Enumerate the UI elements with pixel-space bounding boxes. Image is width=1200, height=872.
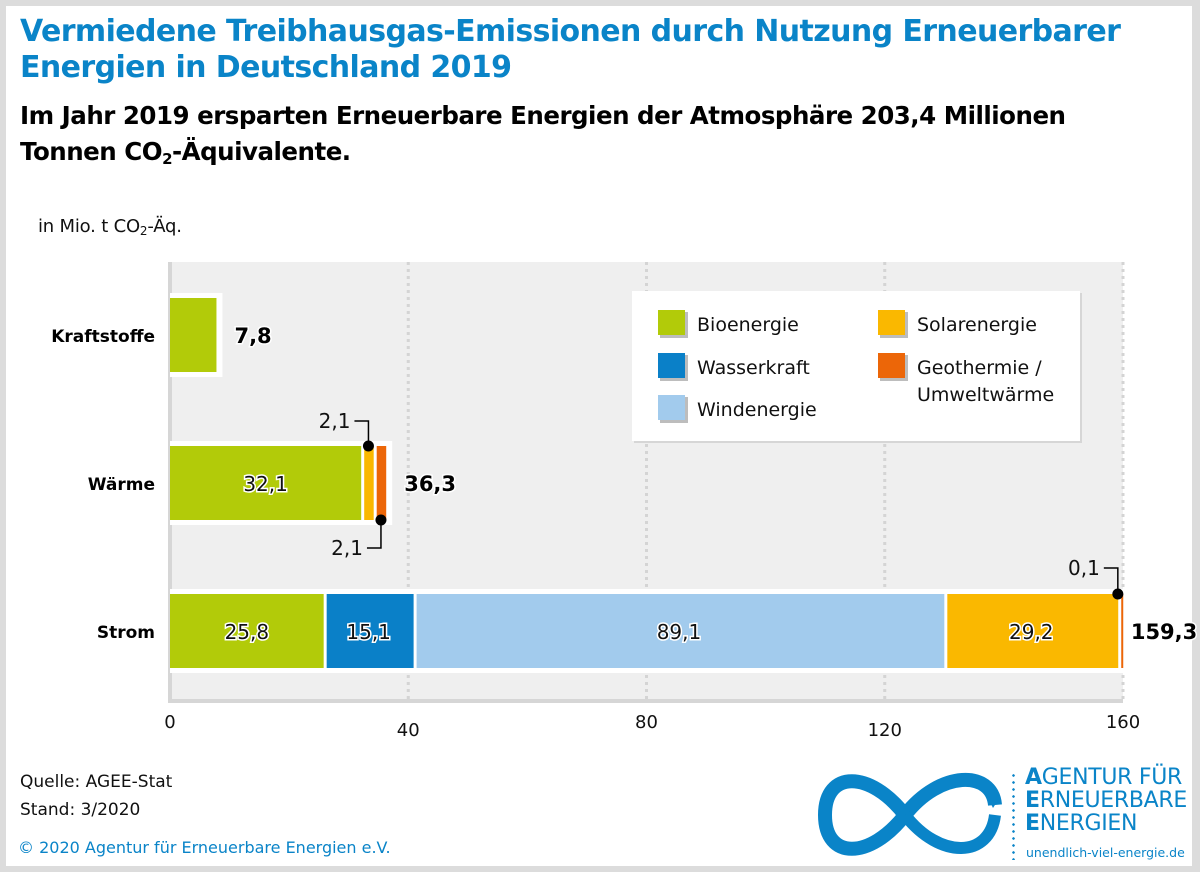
subtitle-subscript: 2 (162, 150, 173, 168)
logo-wordmark: AGENTUR FÜR ERNEUERBARE ENERGIEN (1025, 766, 1187, 835)
source-label: Quelle: AGEE-Stat (20, 772, 173, 792)
logo-text: GENTUR FÜR (1041, 765, 1183, 790)
copyright-label: © 2020 Agentur für Erneuerbare Energien … (18, 838, 391, 857)
x-axis-line (168, 699, 1123, 703)
callout-value-label: 2,1 (331, 536, 363, 560)
category-label: Kraftstoffe (51, 327, 155, 347)
chart-subtitle: Im Jahr 2019 ersparten Erneuerbare Energ… (20, 98, 1190, 177)
logo-text: RNEUERBARE (1039, 788, 1188, 813)
logo-initial: E (1025, 811, 1040, 836)
logo-url: unendlich-viel-energie.de (1026, 845, 1185, 860)
bar-segment-bioenergie (170, 446, 362, 520)
small-value-callout: 0,1 (1068, 556, 1124, 600)
legend-swatch (878, 353, 905, 378)
subtitle-line-2: Tonnen CO2-Äquivalente. (20, 134, 1190, 177)
legend-swatch (878, 310, 905, 335)
subtitle-text-end: -Äquivalente. (172, 137, 351, 166)
subtitle-text: Tonnen CO (20, 137, 163, 166)
legend: Bioenergie Wasserkraft Windenergie Solarene… (632, 291, 1082, 443)
logo-text: NERGIEN (1039, 811, 1138, 836)
unit-label: in Mio. t CO2-Äq. (38, 216, 182, 238)
segment-value-label: 15,1 (346, 620, 391, 644)
segment-value-label: 25,8 (225, 620, 270, 644)
bar-segment-windenergie (416, 594, 945, 668)
logo-line-2: ERNEUERBARE (1025, 789, 1187, 812)
title-line-2: Energien in Deutschland 2019 (20, 50, 512, 85)
leader-dot (362, 440, 374, 452)
logo-line-3: ENERGIEN (1025, 812, 1187, 835)
bar-segment-wasserkraft (326, 594, 414, 668)
bar-segment-geothermie-umweltw-rme (376, 446, 387, 520)
x-tick-label: 40 (397, 720, 420, 741)
legend-label: Bioenergie (697, 314, 799, 336)
x-tick-label: 80 (635, 712, 658, 733)
bars: 7,8 32,1 36,3 25,8 15,1 89,1 29,2 159,3 2,1 2,1 0,… (170, 293, 1199, 673)
legend-label: Umweltwärme (917, 384, 1054, 406)
segment-value-label: 89,1 (657, 620, 702, 644)
callout-value-label: 0,1 (1068, 556, 1100, 580)
leader-dot (1112, 588, 1124, 600)
logo-line-1: AGENTUR FÜR (1025, 766, 1187, 789)
legend-box (632, 291, 1080, 441)
logo-initial: E (1025, 788, 1040, 813)
legend-swatch (658, 395, 685, 420)
total-value-label: 159,3 (1131, 620, 1197, 644)
x-tick-label: 160 (1106, 712, 1140, 733)
small-value-callout: 2,1 (331, 514, 387, 560)
logo-divider (1012, 772, 1015, 860)
legend-swatch (658, 310, 685, 335)
logo-initial: A (1025, 765, 1042, 790)
bar-segment-solarenergie (364, 446, 374, 520)
unit-text: in Mio. t CO (38, 216, 140, 237)
total-value-label: 36,3 (404, 472, 456, 496)
legend-label: Windenergie (697, 399, 817, 421)
unit-text-end: -Äq. (147, 216, 182, 237)
total-value-label: 7,8 (234, 324, 271, 348)
category-labels: Kraftstoffe Wärme Strom (51, 327, 155, 643)
segment-value-label: 32,1 (243, 472, 288, 496)
leader-line (366, 520, 382, 549)
x-tick-label: 120 (868, 720, 902, 741)
legend-label: Solarenergie (917, 314, 1037, 336)
callout-value-label: 2,1 (319, 409, 351, 433)
title-line-1: Vermiedene Treibhausgas-Emissionen durch… (20, 14, 1121, 49)
date-label: Stand: 3/2020 (20, 800, 141, 820)
category-label: Wärme (88, 475, 155, 495)
legend-label: Geothermie / (917, 357, 1042, 379)
x-tick-label: 0 (164, 712, 175, 733)
legend-label: Wasserkraft (697, 357, 810, 379)
x-tick-labels: 0 40 80 120 160 (164, 712, 1140, 741)
segment-value-label: 29,2 (1009, 620, 1054, 644)
bar-segment-bioenergie (170, 594, 324, 668)
bar-segment-geothermie-umweltw-rme (1121, 594, 1124, 668)
leader-line (1103, 567, 1119, 594)
chart-title: Vermiedene Treibhausgas-Emissionen durch… (20, 14, 1190, 86)
leader-line (354, 420, 370, 446)
bar-segment-solarenergie (947, 594, 1119, 668)
bar-segment-bioenergie (170, 298, 217, 372)
leader-dot (375, 514, 387, 526)
subtitle-line-1: Im Jahr 2019 ersparten Erneuerbare Energ… (20, 101, 1066, 130)
legend-swatch (658, 353, 685, 378)
unit-subscript: 2 (139, 224, 148, 238)
category-label: Strom (97, 623, 155, 643)
small-value-callout: 2,1 (319, 409, 374, 452)
logo-infinity-icon (817, 772, 1002, 856)
